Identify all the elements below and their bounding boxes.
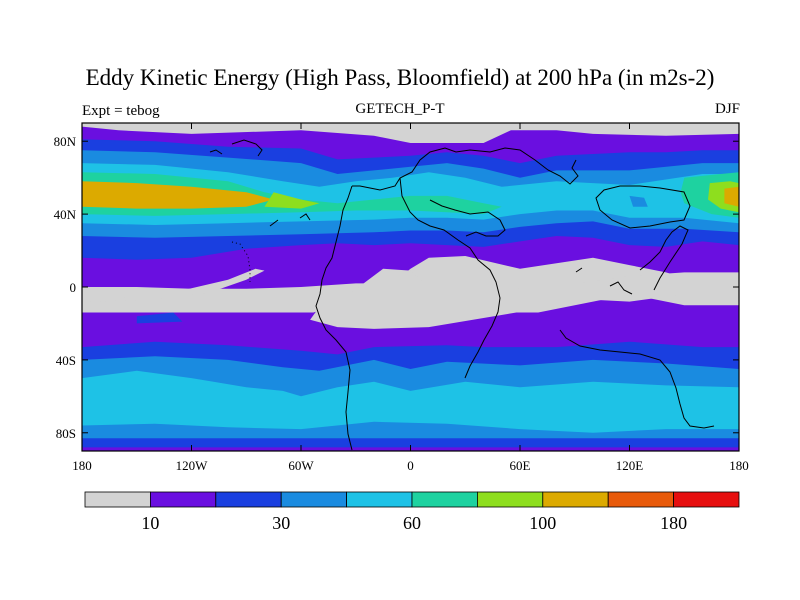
colorbar-box-6 xyxy=(476,491,544,508)
coastline-dotted-arc xyxy=(231,241,251,282)
y-tick-label-2: 0 xyxy=(70,280,77,295)
contour-region-5 xyxy=(136,312,183,324)
colorbar-box-5 xyxy=(411,491,478,508)
coastline-small-islands xyxy=(209,139,689,295)
colorbar-label-3: 100 xyxy=(529,513,556,533)
colorbar-label-4: 180 xyxy=(660,513,687,533)
colorbar: 10 30 60 100 180 xyxy=(84,491,740,533)
coastline-americas xyxy=(352,147,579,191)
y-tick-label-4: 80S xyxy=(56,426,76,441)
x-tick-label-0: 180 xyxy=(72,458,92,473)
colorbar-box-2 xyxy=(215,491,282,508)
colorbar-box-4 xyxy=(346,491,413,508)
contour-region-12 xyxy=(82,181,274,209)
colorbar-box-3 xyxy=(280,491,348,508)
coastlines xyxy=(209,139,715,451)
season-label: DJF xyxy=(714,101,740,117)
contour-region-15 xyxy=(724,186,739,207)
colorbar-label-2: 60 xyxy=(403,513,421,533)
contour-region-13 xyxy=(264,192,320,209)
x-tick-label-2: 60W xyxy=(288,458,314,473)
contour-region-19 xyxy=(310,268,739,329)
coastline-inner-sea xyxy=(429,199,506,237)
colorbar-box-9 xyxy=(673,491,740,508)
colorbar-label-1: 30 xyxy=(272,513,290,533)
contour-region-9 xyxy=(82,370,739,433)
contour-fields xyxy=(82,123,739,451)
y-tick-label-3: 40S xyxy=(56,353,76,368)
contour-region-18 xyxy=(82,268,265,302)
experiment-label: Expt = tebog xyxy=(82,103,160,119)
colorbar-box-7 xyxy=(542,491,609,508)
coastline-east-basin xyxy=(399,177,501,379)
coastline-ne-loop xyxy=(595,185,691,229)
x-tick-label-5: 120E xyxy=(616,458,644,473)
coastline-southern-block xyxy=(559,329,715,429)
x-tick-label-1: 120W xyxy=(176,458,209,473)
colorbar-label-0: 10 xyxy=(141,513,159,533)
coastline-landmass-west xyxy=(315,185,353,451)
chart-title: Eddy Kinetic Energy (High Pass, Bloomfie… xyxy=(85,65,715,90)
y-tick-label-0: 80N xyxy=(54,134,77,149)
axes: 180 120W 60W 0 60E 120E 180 80N 40N 0 40S 80S xyxy=(54,123,749,473)
colorbar-box-0 xyxy=(84,491,151,508)
model-label: GETECH_P-T xyxy=(355,101,445,117)
colorbar-box-8 xyxy=(607,491,675,508)
x-tick-label-6: 180 xyxy=(729,458,749,473)
x-tick-label-3: 0 xyxy=(407,458,414,473)
x-tick-label-4: 60E xyxy=(510,458,531,473)
contour-region-17 xyxy=(629,195,648,207)
colorbar-box-1 xyxy=(149,491,217,508)
y-tick-label-1: 40N xyxy=(54,207,77,222)
